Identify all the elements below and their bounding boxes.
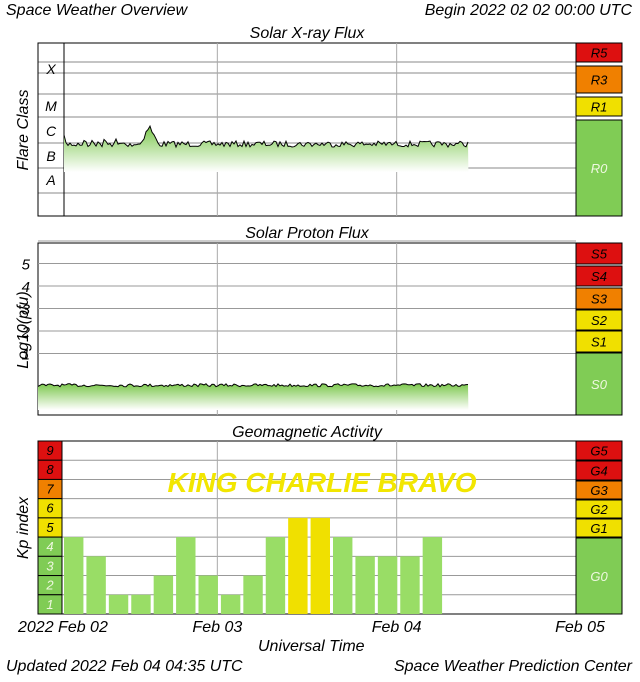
kp-bar-14 [377, 556, 398, 614]
proton-scale-S3 [575, 287, 623, 310]
proton-scale-S5 [575, 242, 623, 265]
kp-level-label-2: 2 [45, 578, 54, 593]
kp-bar-12 [333, 537, 353, 614]
kp-bar-5 [176, 537, 196, 614]
proton-flux-line [37, 382, 469, 388]
proton-ytick-3: 3 [22, 302, 31, 319]
xray-scale-label-R1: R1 [591, 100, 608, 115]
xray-scale-label-R5: R5 [591, 46, 608, 61]
xray-scale-R3 [575, 65, 623, 94]
kp-scale-label-G5: G5 [590, 444, 608, 459]
page-title: Space Weather Overview [6, 2, 188, 19]
kp-scale-G1 [575, 518, 623, 538]
x-tick-label-1: Feb 03 [192, 619, 242, 636]
proton-scale-label-S2: S2 [591, 313, 608, 328]
kp-bar-9 [265, 537, 286, 614]
kp-scale-G4 [575, 460, 623, 481]
proton-ytick-4: 4 [22, 279, 30, 296]
x-axis-label: Universal Time [258, 638, 365, 655]
kp-bar-10 [288, 517, 308, 614]
kp-level-label-6: 6 [46, 501, 54, 516]
proton-ytick-2: 2 [21, 324, 31, 341]
proton-scale-label-S1: S1 [591, 335, 607, 350]
kp-scale-label-G4: G4 [590, 464, 607, 479]
xray-title: Solar X-ray Flux [250, 25, 366, 42]
proton-ytick-5: 5 [22, 257, 31, 274]
kp-title: Geomagnetic Activity [232, 424, 383, 441]
proton-scale-label-S3: S3 [591, 292, 608, 307]
proton-scale-S0 [575, 352, 623, 416]
kp-level-cell-1 [37, 594, 63, 615]
xray-scale-R5 [575, 42, 623, 63]
proton-scale-label-S4: S4 [591, 269, 607, 284]
x-tick-label-2: Feb 04 [372, 619, 422, 636]
kp-scale-label-G3: G3 [590, 483, 608, 498]
xray-scale-R0 [575, 119, 623, 217]
xray-scale-label-R0: R0 [591, 161, 608, 176]
proton-scale-S4 [575, 265, 623, 287]
kp-scale-G5 [575, 440, 623, 461]
kp-y-label: Kp index [15, 496, 32, 559]
kp-level-label-3: 3 [46, 558, 54, 573]
proton-y-label: Log10(pfu) [15, 291, 32, 368]
proton-scale-S2 [575, 309, 623, 331]
xray-plot-frame [37, 42, 577, 217]
kp-annotation: KING CHARLIE BRAVO [167, 467, 476, 498]
xray-class-A: A [45, 172, 55, 188]
kp-bar-3 [131, 594, 151, 614]
kp-bar-4 [153, 575, 174, 614]
kp-scale-label-G1: G1 [590, 521, 607, 536]
kp-bar-2 [108, 594, 129, 614]
kp-level-label-9: 9 [46, 443, 53, 458]
updated-time: Updated 2022 Feb 04 04:35 UTC [6, 658, 243, 675]
x-tick-label-3: Feb 05 [555, 619, 605, 636]
kp-bar-1 [86, 556, 106, 614]
kp-bar-16 [422, 537, 443, 614]
kp-bar-11 [310, 517, 330, 614]
kp-bar-13 [355, 556, 375, 614]
proton-title: Solar Proton Flux [245, 225, 370, 242]
proton-flux-area [38, 383, 469, 410]
kp-scale-G2 [575, 499, 623, 519]
xray-scale-R1 [575, 96, 623, 117]
kp-scale-G3 [575, 480, 623, 500]
xray-flux-line [63, 124, 469, 149]
kp-scale-label-G0: G0 [590, 569, 608, 584]
proton-scale-label-S5: S5 [591, 247, 608, 262]
xray-class-B: B [46, 148, 55, 164]
proton-scale-S1 [575, 330, 623, 353]
begin-time: Begin 2022 02 02 00:00 UTC [424, 2, 632, 19]
xray-flux-area [64, 126, 469, 172]
proton-scale-label-S0: S0 [591, 377, 608, 392]
proton-ytick-1: 1 [22, 347, 30, 364]
xray-scale-label-R3: R3 [591, 73, 608, 88]
kp-level-label-8: 8 [46, 462, 54, 477]
xray-class-X: X [45, 61, 56, 77]
xray-class-C: C [46, 123, 57, 139]
kp-level-label-4: 4 [46, 539, 53, 554]
xray-class-M: M [45, 98, 57, 114]
kp-bar-15 [400, 556, 420, 614]
prediction-center: Space Weather Prediction Center [393, 658, 632, 675]
kp-level-label-7: 7 [46, 481, 54, 496]
x-tick-label-0: 2022 Feb 02 [17, 619, 108, 636]
kp-bar-7 [220, 594, 241, 614]
kp-bar-0 [64, 537, 84, 614]
kp-scale-label-G2: G2 [590, 502, 608, 517]
kp-level-label-1: 1 [46, 597, 53, 612]
kp-bar-6 [198, 575, 218, 614]
kp-scale-G0 [575, 537, 623, 615]
xray-y-label: Flare Class [15, 90, 32, 171]
kp-level-label-5: 5 [46, 520, 54, 535]
kp-bar-8 [243, 575, 263, 614]
xray-class-column [37, 42, 65, 217]
